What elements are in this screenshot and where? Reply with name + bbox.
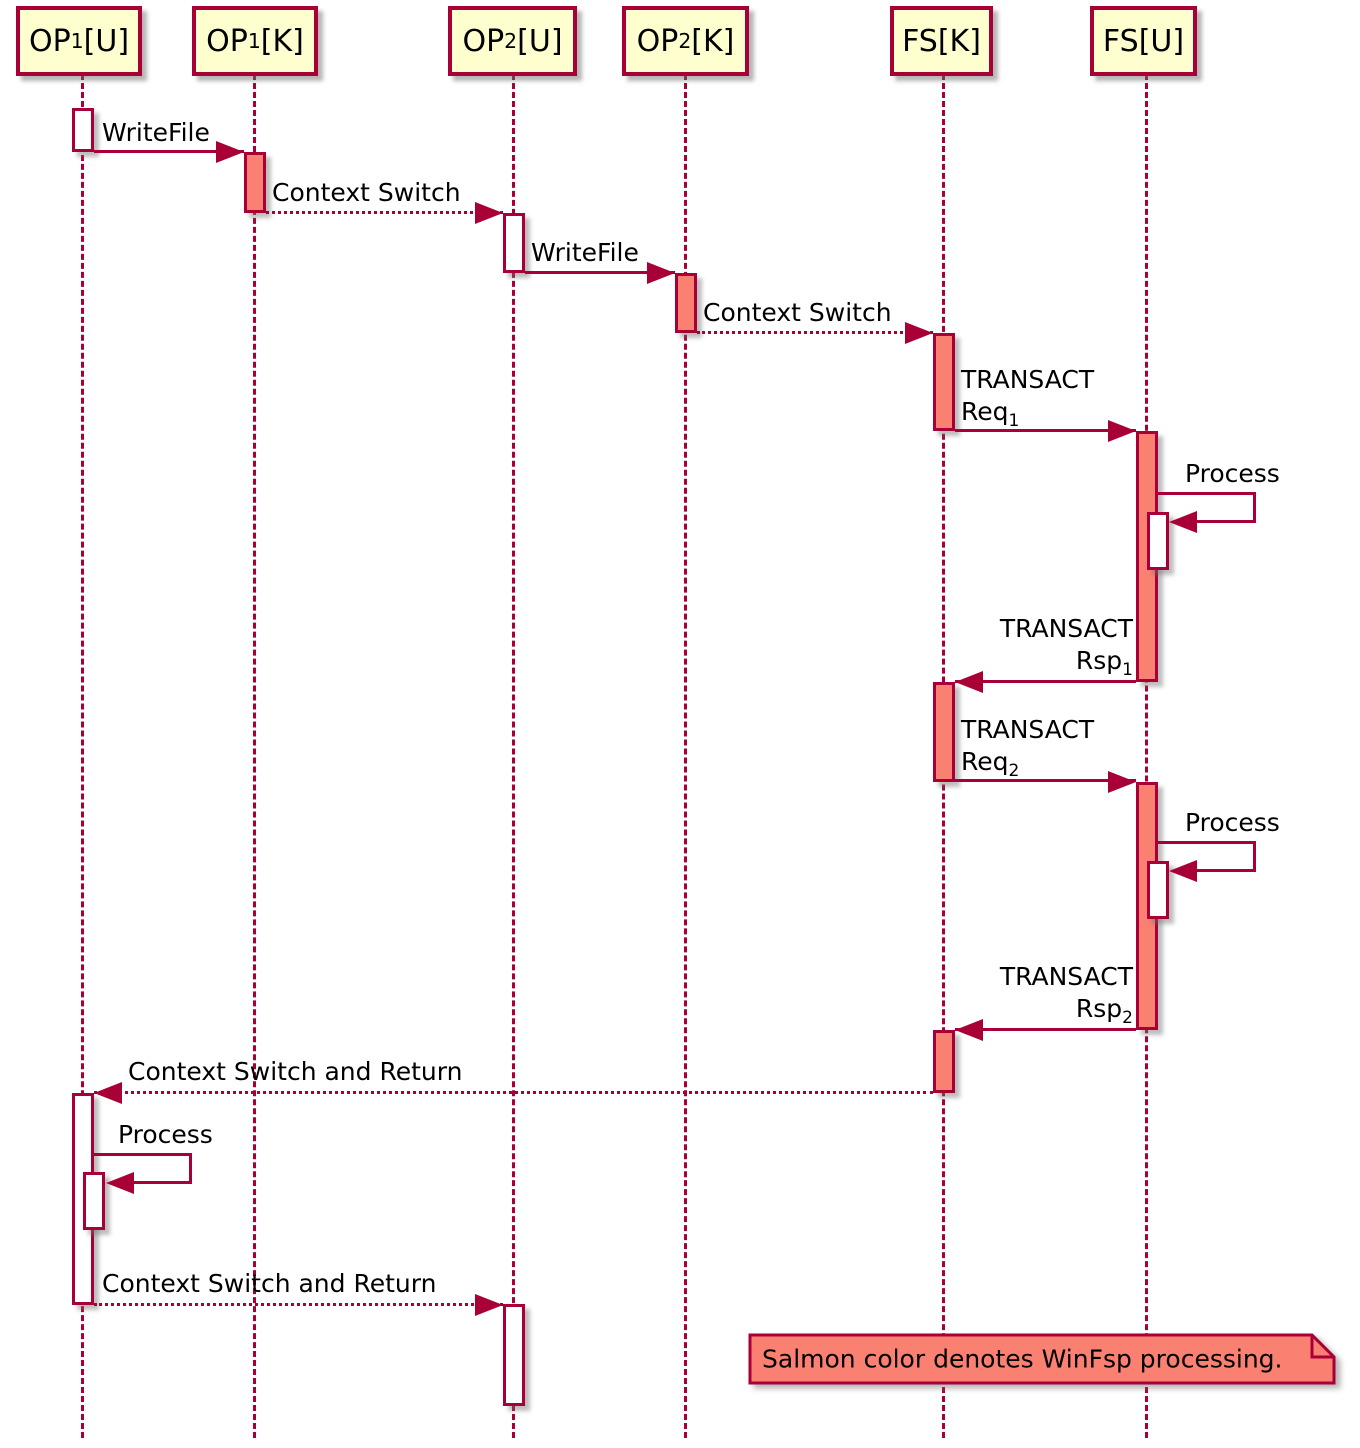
activation-fsu-1-nested bbox=[1147, 512, 1169, 570]
activation-op2u-1 bbox=[503, 213, 525, 273]
participant-label-sub: 1 bbox=[70, 29, 84, 53]
msg-label-line1: TRANSACT bbox=[999, 614, 1133, 643]
msg-process2-down-line bbox=[1253, 841, 1256, 872]
participant-op2u: OP 2 [U] bbox=[448, 6, 577, 76]
msg-label-line2: Req bbox=[961, 747, 1009, 776]
msg-transact-rsp2-arrowhead bbox=[955, 1019, 983, 1041]
activation-fsk-1 bbox=[933, 333, 955, 431]
msg-process1-arrowhead bbox=[1169, 511, 1197, 533]
activation-op1k bbox=[244, 152, 266, 213]
msg-label-line2: Rsp bbox=[1075, 646, 1123, 675]
msg-writefile1-label: WriteFile bbox=[102, 118, 210, 147]
participant-fsu: FS[U] bbox=[1090, 6, 1197, 76]
msg-process1-back-line bbox=[1192, 520, 1256, 523]
lifeline-fsu bbox=[1145, 74, 1148, 1438]
msg-process1-down-line bbox=[1253, 492, 1256, 523]
participant-op2k: OP 2 [K] bbox=[622, 6, 749, 76]
msg-writefile2-arrowhead bbox=[647, 262, 675, 284]
msg-transact-rsp1-arrowhead bbox=[955, 671, 983, 693]
msg-contextswitchreturn1-arrowhead bbox=[94, 1082, 122, 1104]
participant-label: OP bbox=[636, 23, 679, 59]
activation-op2k bbox=[675, 273, 697, 333]
msg-contextswitch1-line bbox=[266, 211, 503, 214]
msg-contextswitchreturn2-line bbox=[94, 1303, 503, 1306]
participant-label: OP bbox=[206, 23, 248, 59]
participant-label-post: [U] bbox=[517, 23, 563, 59]
msg-contextswitch2-arrowhead bbox=[905, 322, 933, 344]
activation-fsk-3 bbox=[933, 1030, 955, 1093]
msg-label-line1: TRANSACT bbox=[961, 715, 1095, 744]
participant-fsk: FS[K] bbox=[890, 6, 993, 76]
msg-process2-label: Process bbox=[1185, 808, 1280, 837]
msg-transact-req2-arrowhead bbox=[1108, 771, 1136, 793]
msg-label-subscript: 1 bbox=[1122, 660, 1133, 680]
msg-transact-rsp1-line bbox=[955, 680, 1136, 683]
activation-fsu-2-nested bbox=[1147, 861, 1169, 919]
msg-contextswitch2-label: Context Switch bbox=[703, 298, 892, 327]
activation-op2u-2 bbox=[503, 1304, 525, 1406]
msg-process1-out-line bbox=[1158, 492, 1256, 495]
msg-contextswitchreturn1-line bbox=[94, 1091, 933, 1094]
msg-transact-rsp1-label: TRANSACT Rsp1 bbox=[1000, 613, 1133, 686]
msg-process1-label: Process bbox=[1185, 459, 1280, 488]
msg-contextswitch1-arrowhead bbox=[475, 202, 503, 224]
participant-label-sub: 2 bbox=[504, 29, 518, 53]
lifeline-op1u bbox=[81, 74, 84, 1438]
lifeline-op1k bbox=[253, 74, 256, 1438]
participant-op1k: OP 1 [K] bbox=[192, 6, 318, 76]
lifeline-op2u bbox=[512, 74, 515, 1438]
msg-label-subscript: 2 bbox=[1008, 761, 1020, 781]
participant-label: FS[K] bbox=[902, 23, 981, 59]
msg-process2-arrowhead bbox=[1169, 860, 1197, 882]
msg-label-line1: TRANSACT bbox=[999, 962, 1133, 991]
msg-process3-back-line bbox=[130, 1181, 192, 1184]
note-text: Salmon color denotes WinFsp processing. bbox=[762, 1344, 1283, 1374]
msg-transact-rsp2-label: TRANSACT Rsp2 bbox=[1000, 961, 1133, 1034]
msg-label-subscript: 1 bbox=[1008, 411, 1020, 431]
msg-process2-back-line bbox=[1192, 869, 1256, 872]
msg-label-line2: Rsp bbox=[1075, 994, 1123, 1023]
participant-op1u: OP 1 [U] bbox=[16, 6, 142, 76]
msg-process2-out-line bbox=[1158, 841, 1256, 844]
msg-transact-req2-line bbox=[955, 779, 1136, 782]
msg-label-line2: Req bbox=[961, 397, 1009, 426]
activation-fsk-2 bbox=[933, 682, 955, 782]
msg-process3-label: Process bbox=[118, 1120, 213, 1149]
note-salmon-legend: Salmon color denotes WinFsp processing. bbox=[748, 1333, 1336, 1385]
msg-transact-req2-label: TRANSACT Req2 bbox=[961, 714, 1094, 787]
participant-label-sub: 1 bbox=[247, 29, 261, 53]
note-fold-corner bbox=[1310, 1335, 1334, 1359]
msg-label-line1: TRANSACT bbox=[961, 365, 1095, 394]
participant-label-post: [K] bbox=[691, 23, 735, 59]
msg-label-subscript: 2 bbox=[1122, 1008, 1133, 1028]
msg-contextswitchreturn2-label: Context Switch and Return bbox=[102, 1269, 437, 1298]
msg-transact-req1-arrowhead bbox=[1108, 420, 1136, 442]
participant-label-sub: 2 bbox=[678, 29, 692, 53]
activation-op1u-1 bbox=[72, 108, 94, 152]
msg-transact-rsp2-line bbox=[955, 1028, 1136, 1031]
msg-contextswitchreturn2-arrowhead bbox=[475, 1294, 503, 1316]
participant-label: OP bbox=[28, 23, 71, 59]
msg-writefile2-line bbox=[525, 271, 675, 274]
participant-label: OP bbox=[462, 23, 505, 59]
msg-writefile2-label: WriteFile bbox=[531, 238, 639, 267]
msg-contextswitchreturn1-label: Context Switch and Return bbox=[128, 1057, 463, 1086]
msg-process3-down-line bbox=[189, 1153, 192, 1184]
activation-op1u-2-nested bbox=[83, 1172, 105, 1230]
msg-contextswitch1-label: Context Switch bbox=[272, 178, 461, 207]
msg-writefile1-line bbox=[94, 150, 244, 153]
participant-label: FS[U] bbox=[1102, 23, 1185, 59]
msg-process3-arrowhead bbox=[106, 1172, 134, 1194]
msg-transact-req1-label: TRANSACT Req1 bbox=[961, 364, 1094, 437]
msg-process3-out-line bbox=[94, 1153, 192, 1156]
participant-label-post: [K] bbox=[260, 23, 304, 59]
lifeline-op2k bbox=[684, 74, 687, 1438]
msg-writefile1-arrowhead bbox=[216, 141, 244, 163]
msg-contextswitch2-line bbox=[697, 331, 933, 334]
msg-transact-req1-line bbox=[955, 429, 1136, 432]
note-shape bbox=[748, 1333, 1336, 1385]
participant-label-post: [U] bbox=[83, 23, 130, 59]
